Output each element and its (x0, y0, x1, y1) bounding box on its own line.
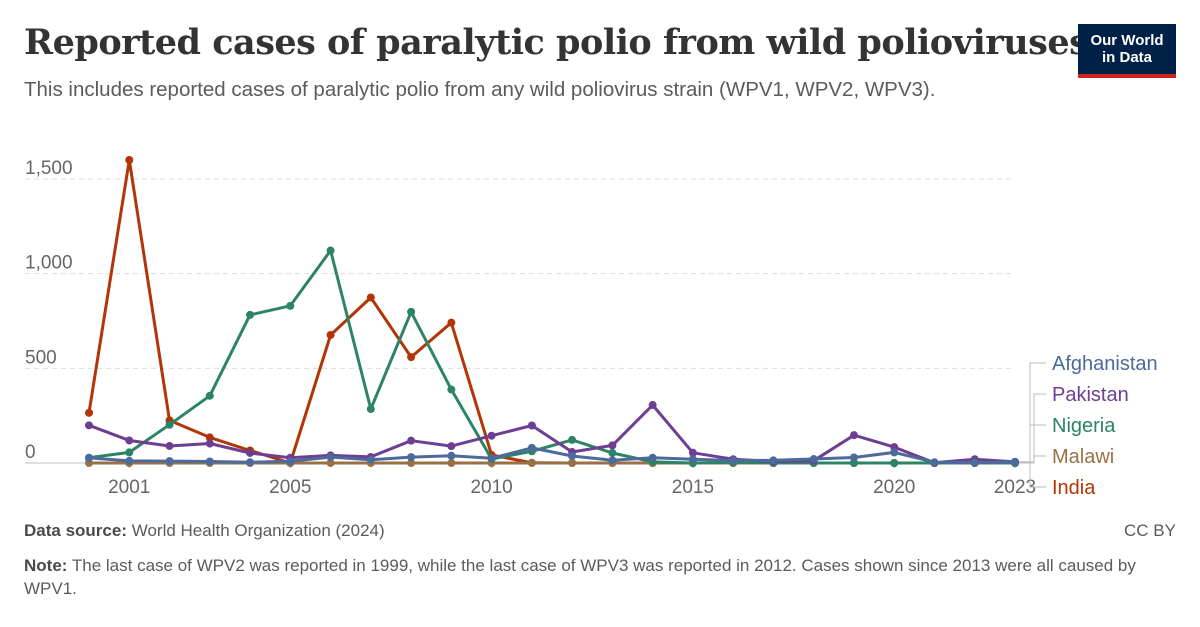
data-point-india (205, 433, 214, 442)
legend-connector-nigeria (1019, 424, 1046, 464)
legend-label-india: India (1052, 477, 1096, 499)
data-point-afghanistan (527, 443, 536, 452)
data-point-malawi (568, 459, 577, 467)
data-point-afghanistan (1011, 457, 1019, 466)
data-point-pakistan (447, 442, 456, 451)
x-tick-label: 2001 (108, 477, 150, 498)
data-point-pakistan (205, 439, 214, 448)
data-point-india (125, 156, 134, 164)
data-point-afghanistan (447, 451, 456, 460)
data-point-malawi (407, 459, 416, 467)
data-point-pakistan (648, 401, 657, 410)
data-point-nigeria (890, 459, 899, 467)
data-source: Data source: World Health Organization (… (24, 521, 385, 541)
data-point-nigeria (125, 448, 134, 457)
data-point-afghanistan (648, 453, 657, 462)
data-point-afghanistan (165, 457, 174, 466)
data-point-afghanistan (246, 458, 255, 467)
license-link[interactable]: CC BY (1124, 521, 1176, 540)
data-point-india (326, 330, 335, 339)
legend-connector-afghanistan (1019, 362, 1046, 463)
data-point-afghanistan (729, 456, 738, 465)
data-point-afghanistan (688, 455, 697, 464)
data-point-pakistan (407, 436, 416, 445)
data-point-pakistan (527, 421, 536, 430)
data-point-afghanistan (608, 456, 617, 465)
legend-label-pakistan: Pakistan (1052, 384, 1129, 406)
series-line-afghanistan (87, 446, 1017, 465)
data-point-pakistan (849, 431, 858, 440)
data-point-afghanistan (568, 451, 577, 460)
data-point-nigeria (246, 310, 255, 319)
data-point-pakistan (608, 441, 617, 450)
data-point-nigeria (608, 448, 617, 457)
data-point-afghanistan (849, 453, 858, 462)
data-point-afghanistan (769, 456, 778, 465)
data-point-afghanistan (286, 457, 295, 466)
chart-title: Reported cases of paralytic polio from w… (24, 22, 1089, 63)
x-tick-label: 2015 (672, 477, 714, 498)
legend-connector-india (1019, 462, 1046, 488)
data-point-india (447, 318, 456, 327)
data-point-afghanistan (125, 456, 134, 465)
x-tick-label: 2010 (470, 477, 512, 498)
data-point-nigeria (286, 301, 295, 310)
legend-connector-pakistan (1019, 393, 1046, 463)
data-point-india (85, 408, 93, 417)
data-point-pakistan (688, 448, 697, 457)
data-source-link[interactable]: World Health Organization (2024) (131, 521, 385, 540)
data-point-india (407, 353, 416, 362)
note-label: Note: (24, 556, 68, 575)
data-point-nigeria (165, 420, 174, 429)
data-point-pakistan (165, 441, 174, 450)
logo-line-2: in Data (1101, 49, 1152, 66)
series-line-india (87, 158, 1017, 465)
series-line-nigeria (87, 249, 1017, 465)
data-point-afghanistan (205, 457, 214, 466)
data-point-pakistan (125, 436, 134, 445)
y-tick-label: 0 (25, 442, 36, 463)
data-point-pakistan (246, 448, 255, 457)
series-line-pakistan (87, 403, 1017, 465)
y-tick-label: 1,000 (25, 253, 73, 274)
y-tick-label: 1,500 (25, 158, 73, 179)
data-point-india (366, 293, 375, 302)
data-point-nigeria (205, 391, 214, 400)
data-point-malawi (527, 459, 536, 467)
note-text: The last case of WPV2 was reported in 19… (24, 556, 1136, 598)
legend-label-nigeria: Nigeria (1052, 415, 1116, 437)
data-point-nigeria (407, 307, 416, 316)
data-point-afghanistan (890, 448, 899, 457)
chart-subtitle: This includes reported cases of paralyti… (24, 78, 936, 101)
data-point-afghanistan (407, 453, 416, 462)
data-point-afghanistan (366, 455, 375, 464)
data-point-afghanistan (970, 458, 979, 467)
legend-label-malawi: Malawi (1052, 446, 1114, 468)
data-point-nigeria (849, 459, 858, 467)
data-point-malawi (447, 459, 456, 467)
data-point-afghanistan (85, 453, 93, 462)
y-tick-label: 500 (25, 347, 57, 368)
logo-line-1: Our World (1090, 32, 1164, 49)
data-point-pakistan (85, 421, 93, 430)
x-tick-label: 2023 (994, 477, 1036, 498)
owid-logo[interactable]: Our World in Data (1078, 24, 1176, 78)
data-point-afghanistan (809, 455, 818, 464)
data-point-afghanistan (326, 453, 335, 462)
data-point-afghanistan (930, 458, 939, 467)
x-tick-label: 2020 (873, 477, 915, 498)
data-point-nigeria (447, 385, 456, 394)
x-tick-label: 2005 (269, 477, 311, 498)
data-point-nigeria (366, 405, 375, 414)
data-point-nigeria (568, 435, 577, 444)
chart-note: Note: The last case of WPV2 was reported… (24, 554, 1174, 600)
data-point-nigeria (326, 246, 335, 255)
legend-label-afghanistan: Afghanistan (1052, 353, 1158, 375)
data-point-pakistan (487, 431, 496, 440)
data-point-malawi (326, 459, 335, 467)
data-point-afghanistan (487, 454, 496, 463)
data-source-label: Data source: (24, 521, 127, 540)
